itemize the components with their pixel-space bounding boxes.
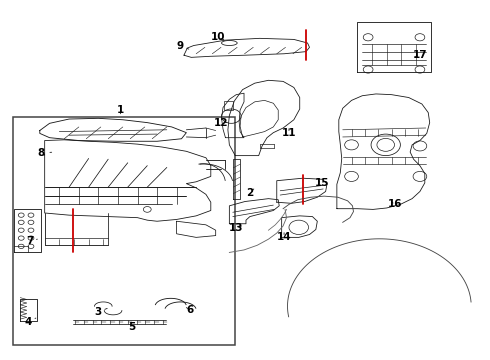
Text: 7: 7 (26, 236, 37, 246)
Text: 11: 11 (282, 129, 296, 138)
Text: 13: 13 (229, 224, 244, 233)
Bar (224, 101, 233, 110)
Text: 2: 2 (246, 188, 254, 198)
Text: 4: 4 (25, 317, 36, 327)
Bar (13, 117, 235, 345)
Text: 10: 10 (211, 32, 225, 42)
Text: 12: 12 (214, 118, 229, 128)
Text: 6: 6 (186, 305, 194, 315)
Text: 15: 15 (315, 178, 329, 188)
Text: 16: 16 (388, 199, 403, 210)
Text: 3: 3 (95, 307, 107, 317)
Text: 9: 9 (177, 41, 189, 50)
Text: 14: 14 (277, 232, 292, 242)
Text: 5: 5 (128, 322, 135, 332)
Text: 17: 17 (413, 50, 427, 60)
Text: 8: 8 (37, 148, 51, 158)
Text: 1: 1 (117, 105, 124, 115)
